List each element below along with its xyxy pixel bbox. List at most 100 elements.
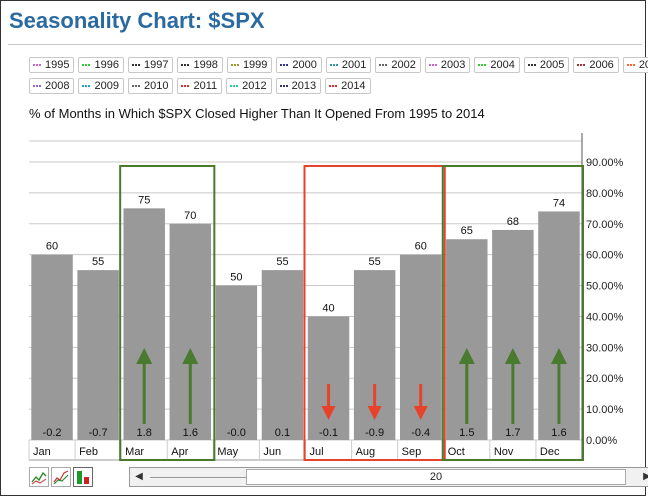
avg-change-label: 1.6 [551,427,566,439]
y-tick-label: 80.00% [586,188,624,200]
scroll-right-icon[interactable]: ▶ [643,471,648,482]
range-handle[interactable]: 20 [246,469,626,485]
legend-swatch [82,85,91,87]
legend-item[interactable]: 1999 [226,57,273,73]
legend-item[interactable]: 2002 [375,57,421,73]
legend-item[interactable]: 2005 [523,57,570,73]
legend-swatch [577,64,586,66]
legend-item[interactable]: 1997 [127,57,174,73]
bar-value-label: 55 [92,256,104,268]
legend-row: 1995 1996 1997 1998 1999 2000 2001 2002 2003 2004… [29,57,648,73]
legend-swatch [379,64,388,66]
legend-item[interactable]: 2010 [127,78,174,94]
legend-swatch [181,85,190,87]
legend-item[interactable]: 1995 [29,57,75,73]
legend-label: 1997 [143,59,169,71]
x-tick-label: Jun [263,446,281,458]
legend-item[interactable]: 2011 [177,78,223,94]
legend-item[interactable]: 2007 [622,57,648,73]
legend-label: 2007 [638,59,648,71]
avg-change-label: -0.2 [43,427,62,439]
avg-change-label: 1.6 [183,427,198,439]
avg-change-label: 1.8 [137,427,152,439]
bar-value-label: 70 [184,210,196,222]
avg-change-label: 0.1 [275,427,290,439]
bar [261,270,304,440]
avg-change-label: -0.4 [411,427,430,439]
legend-item[interactable]: 1996 [78,57,124,73]
avg-change-label: -0.9 [365,427,384,439]
bar-value-label: 60 [46,241,58,253]
legend-label: 1998 [193,59,218,71]
legend-item[interactable]: 2008 [29,78,75,94]
multi-line-chart-icon[interactable] [51,467,71,487]
up-arrow-icon [136,348,153,364]
up-arrow-icon [550,348,567,364]
x-tick-label: Dec [540,446,560,458]
legend-item[interactable]: 2004 [474,57,520,73]
legend-item[interactable]: 2013 [275,78,322,94]
down-arrow-icon [367,406,382,420]
highlight-box [303,165,446,461]
legend-item[interactable]: 2009 [78,78,124,94]
up-arrow-icon [458,348,475,364]
legend-item[interactable]: 2000 [276,57,322,73]
x-tick-label: Aug [356,446,376,458]
bar-value-label: 55 [369,256,381,268]
legend-swatch [527,64,536,66]
legend-label: 1995 [45,59,70,71]
legend-label: 2001 [341,59,367,71]
legend-swatch [82,64,91,66]
x-tick-label: Jan [33,446,51,458]
scroll-left-icon[interactable]: ◀ [135,471,143,482]
bar-value-label: 68 [507,216,519,228]
bar-value-label: 40 [322,302,334,314]
legend-item[interactable]: 2001 [325,57,372,73]
bar-chart-icon[interactable] [73,467,93,487]
legend-swatch [329,85,338,87]
bar [77,270,119,440]
up-arrow-icon [504,348,521,364]
y-tick-label: 40.00% [586,311,624,323]
x-tick-label: Oct [448,446,465,458]
legend-swatch [230,64,239,66]
avg-change-label: -0.7 [89,427,108,439]
y-tick-label: 90.00% [586,157,624,169]
legend-label: 2014 [341,80,366,92]
legend-label: 2002 [391,59,416,71]
legend-label: 2003 [440,59,466,71]
avg-change-label: 1.7 [505,427,520,439]
legend-item[interactable]: 2003 [424,57,471,73]
legend-swatch [230,85,239,87]
x-tick-label: Feb [79,446,98,458]
legend-swatch [33,85,41,87]
legend-label: 2013 [291,80,317,92]
x-tick-label: Nov [494,446,514,458]
y-tick-label: 30.00% [586,342,624,354]
legend-item[interactable]: 2012 [226,78,272,94]
scroll-track [150,477,246,478]
legend-item[interactable]: 2006 [573,57,619,73]
bar-value-label: 60 [415,241,427,253]
legend-label: 2012 [242,80,267,92]
bar-value-label: 50 [230,272,242,284]
legend-swatch [279,85,288,87]
x-tick-label: Jul [310,446,324,458]
legend-item[interactable]: 2014 [325,78,371,94]
bar [215,285,258,440]
range-scrollbar[interactable]: ◀ 20 ▶ [129,467,648,487]
avg-change-label: 1.5 [459,427,474,439]
line-chart-icon[interactable] [29,467,49,487]
legend-swatch [280,64,289,66]
legend-item[interactable]: 1998 [177,57,223,73]
bar-value-label: 65 [461,225,473,237]
legend-label: 2005 [539,59,565,71]
legend-swatch [329,64,338,66]
x-tick-label: Apr [171,446,188,458]
y-tick-label: 0.00% [586,435,617,447]
title-divider [8,44,642,45]
bar-value-label: 75 [138,194,150,206]
y-tick-label: 70.00% [586,219,624,231]
page-title: Seasonality Chart: $SPX [9,8,265,33]
